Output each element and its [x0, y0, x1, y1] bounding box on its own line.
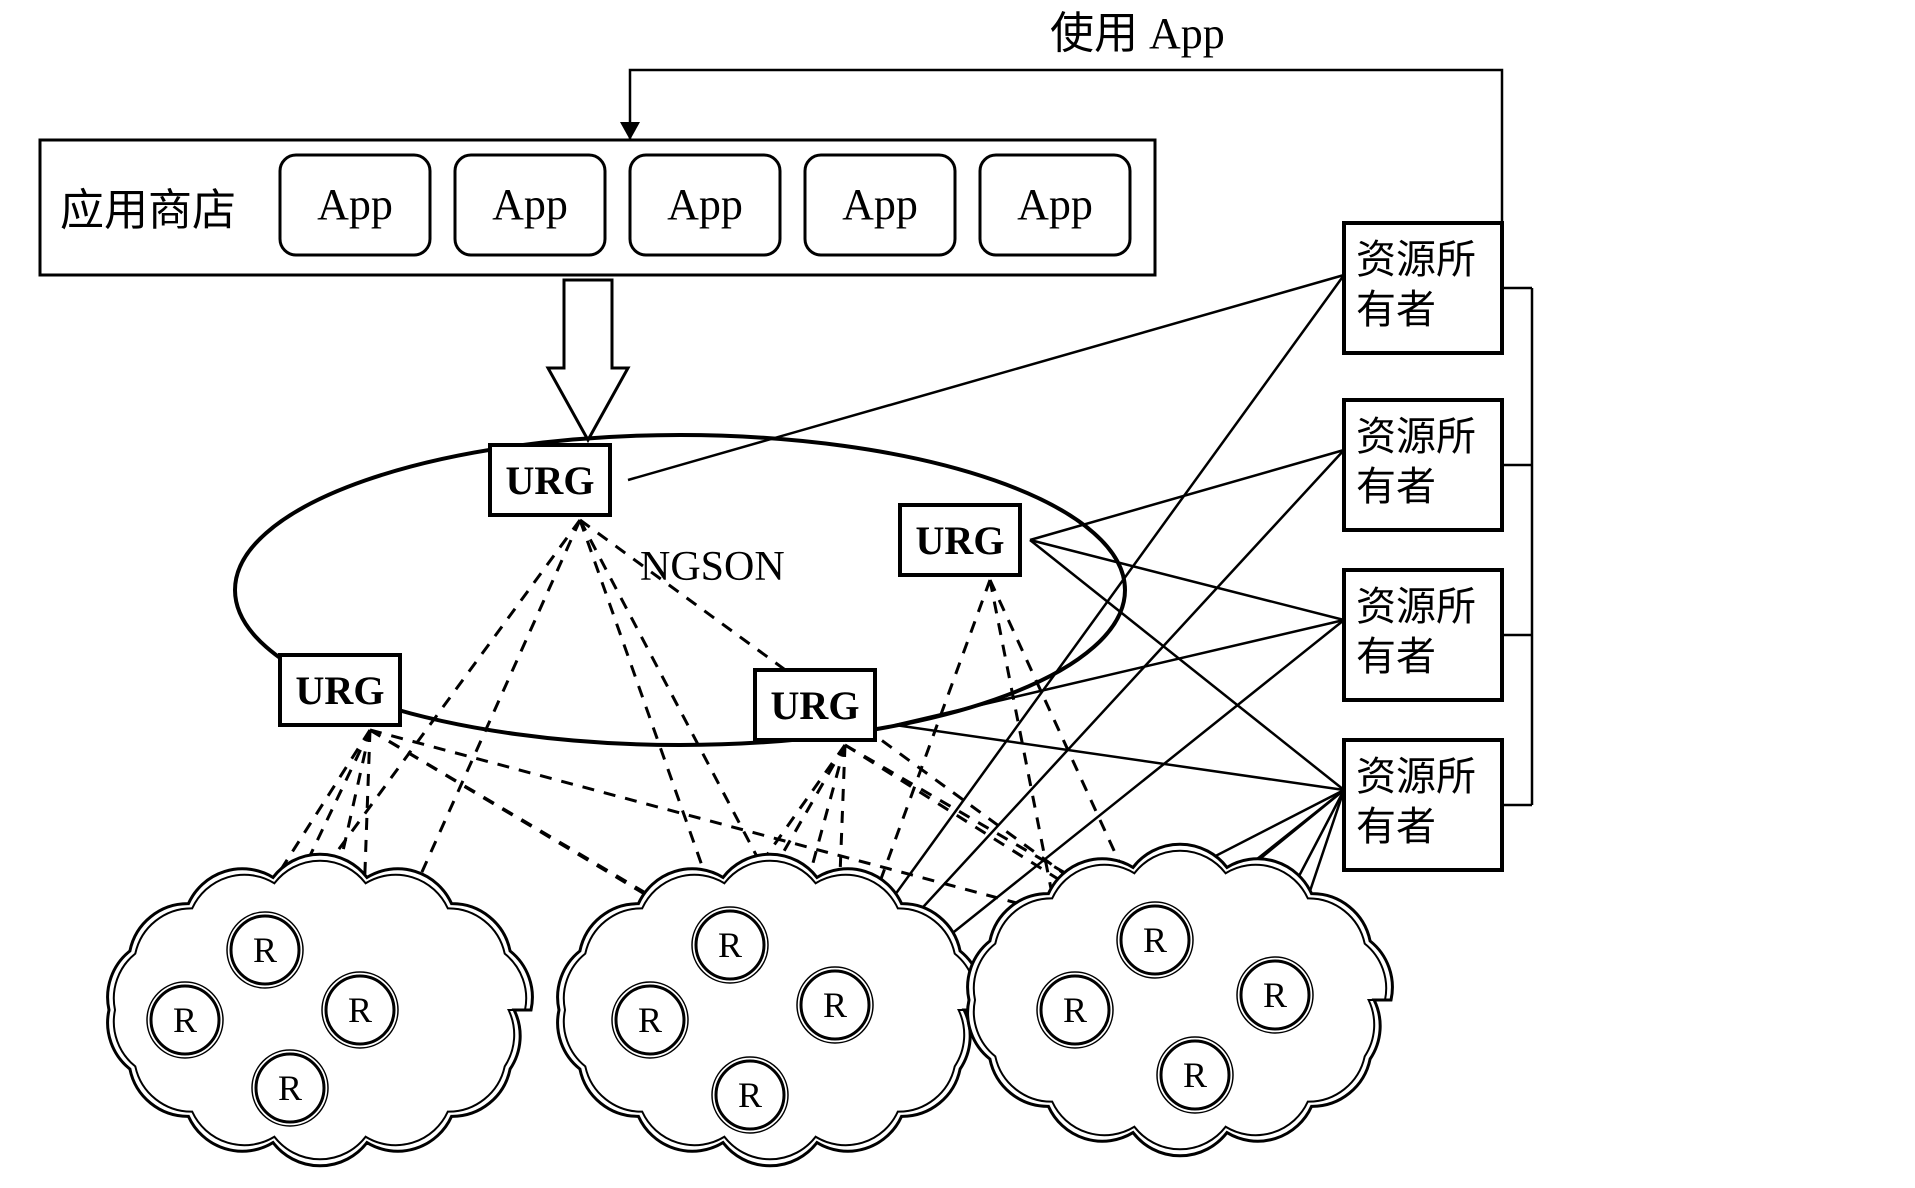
resource-node: R [1157, 1037, 1233, 1113]
cloud: R R R R [558, 854, 983, 1166]
edge-solid [895, 725, 1344, 790]
urg-nodes: URG URG URG URG [280, 445, 1020, 740]
resource-label: R [173, 1000, 197, 1040]
owner-label-line2: 有者 [1356, 804, 1436, 849]
urg-node: URG [900, 505, 1020, 575]
owner-label-line1: 资源所 [1356, 237, 1476, 282]
urg-node: URG [490, 445, 610, 515]
use-app-label: 使用 App [1050, 9, 1225, 58]
resource-label: R [1063, 990, 1087, 1030]
resource-node: R [1037, 972, 1113, 1048]
app-store-label: 应用商店 [60, 186, 236, 235]
edge-solid [1030, 540, 1344, 620]
resource-clouds: R R R R R R R R R R R R [108, 844, 1393, 1166]
owner-label-line2: 有者 [1356, 287, 1436, 332]
edge-solid [1030, 450, 1344, 540]
resource-label: R [738, 1075, 762, 1115]
resource-node: R [147, 982, 223, 1058]
down-arrow-icon [548, 280, 628, 440]
resource-owner: 资源所有者 [1344, 740, 1532, 870]
resource-label: R [638, 1000, 662, 1040]
app-label: App [317, 180, 393, 229]
resource-label: R [823, 985, 847, 1025]
urg-node: URG [755, 670, 875, 740]
resource-node: R [797, 967, 873, 1043]
resource-label: R [253, 930, 277, 970]
app-label: App [1017, 180, 1093, 229]
resource-node: R [1237, 957, 1313, 1033]
urg-label: URG [296, 668, 385, 713]
urg-node: URG [280, 655, 400, 725]
resource-label: R [1263, 975, 1287, 1015]
resource-owners: 资源所有者资源所有者资源所有者资源所有者 [1344, 223, 1532, 870]
owner-label-line1: 资源所 [1356, 584, 1476, 629]
resource-node: R [692, 907, 768, 983]
resource-node: R [322, 972, 398, 1048]
resource-label: R [718, 925, 742, 965]
resource-owner: 资源所有者 [1344, 223, 1532, 353]
owner-label-line2: 有者 [1356, 464, 1436, 509]
owner-label-line2: 有者 [1356, 634, 1436, 679]
app-label: App [667, 180, 743, 229]
app-store: 应用商店 App App App App App [40, 140, 1155, 275]
resource-label: R [1183, 1055, 1207, 1095]
cloud: R R R R [108, 854, 533, 1166]
resource-node: R [252, 1050, 328, 1126]
resource-label: R [1143, 920, 1167, 960]
app-label: App [842, 180, 918, 229]
owner-label-line1: 资源所 [1356, 414, 1476, 459]
resource-label: R [278, 1068, 302, 1108]
resource-label: R [348, 990, 372, 1030]
resource-owner: 资源所有者 [1344, 400, 1532, 530]
cloud: R R R R [968, 844, 1393, 1156]
urg-label: URG [916, 518, 1005, 563]
resource-owner: 资源所有者 [1344, 570, 1532, 700]
resource-node: R [612, 982, 688, 1058]
edge-solid [628, 275, 1344, 480]
app-label: App [492, 180, 568, 229]
resource-node: R [712, 1057, 788, 1133]
owner-label-line1: 资源所 [1356, 754, 1476, 799]
ngson-label: NGSON [640, 544, 785, 590]
urg-label: URG [771, 683, 860, 728]
resource-node: R [227, 912, 303, 988]
diagram-canvas: 使用 App 应用商店 AppAppAppAppApp NGSON RRRRRR… [0, 0, 1915, 1188]
urg-label: URG [506, 458, 595, 503]
resource-node: R [1117, 902, 1193, 978]
